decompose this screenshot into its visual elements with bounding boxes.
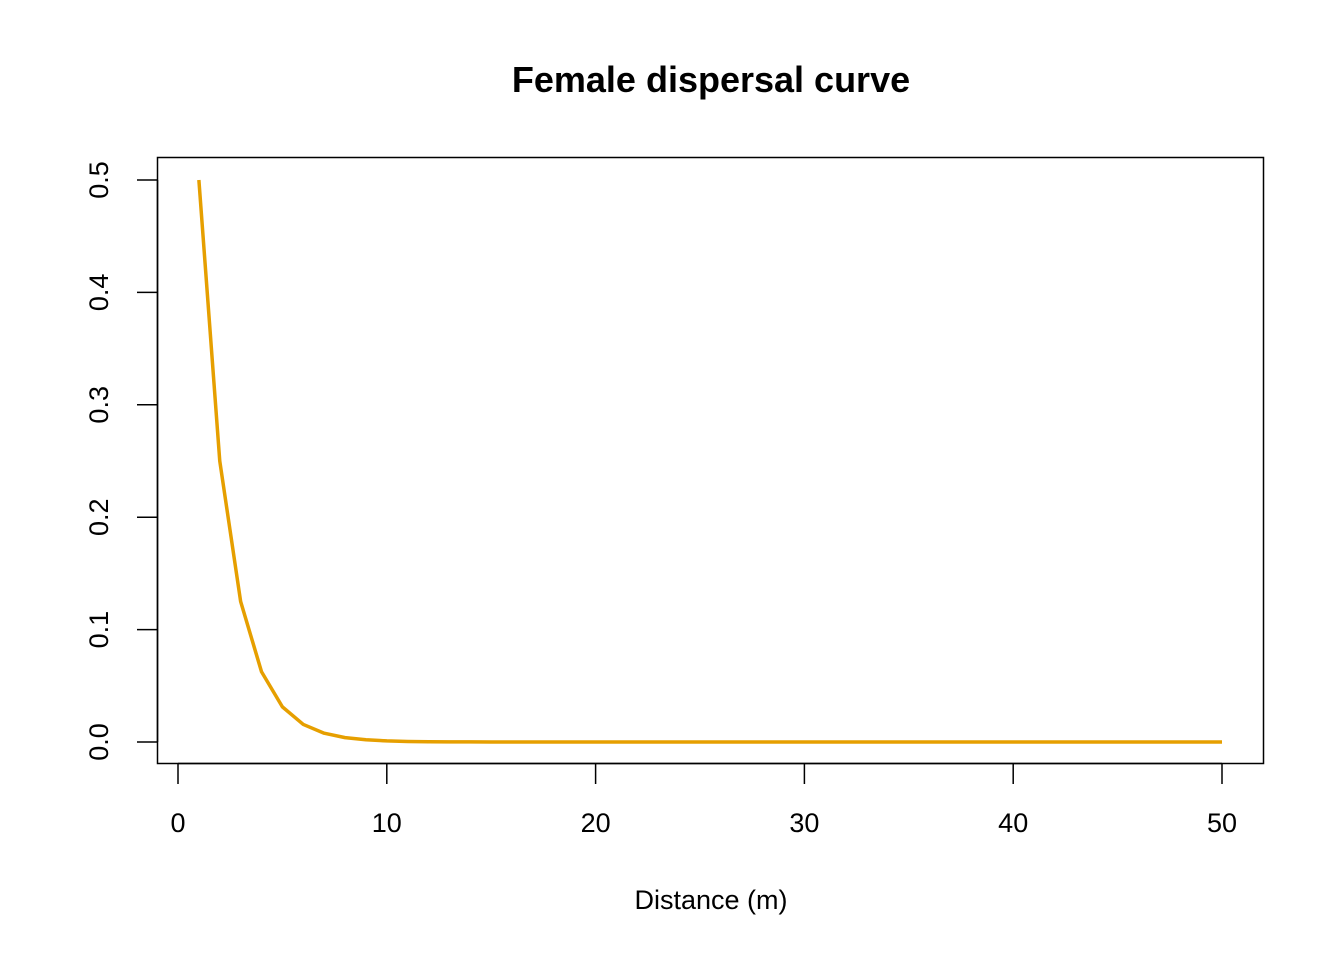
- y-tick-label: 0.5: [84, 161, 114, 199]
- x-tick-label: 30: [789, 808, 819, 838]
- x-tick-label: 50: [1207, 808, 1237, 838]
- plot-area-frame: [156, 156, 1265, 765]
- chart-title: Female dispersal curve: [512, 59, 910, 100]
- y-tick-label: 0.0: [84, 723, 114, 761]
- y-tick-label: 0.1: [84, 611, 114, 649]
- series-line: [197, 179, 1222, 744]
- y-axis: 0.0 0.1 0.2 0.3 0.4 0.5: [84, 161, 159, 761]
- x-tick-label: 0: [170, 808, 185, 838]
- y-tick-label: 0.3: [84, 386, 114, 424]
- y-tick-label: 0.2: [84, 498, 114, 536]
- series-layer: [197, 179, 1222, 744]
- x-tick-label: 20: [581, 808, 611, 838]
- x-axis-label: Distance (m): [634, 885, 787, 915]
- x-tick-label: 10: [372, 808, 402, 838]
- x-axis: 0 10 20 30 40 50: [170, 762, 1237, 838]
- x-tick-label: 40: [998, 808, 1028, 838]
- y-tick-label: 0.4: [84, 274, 114, 312]
